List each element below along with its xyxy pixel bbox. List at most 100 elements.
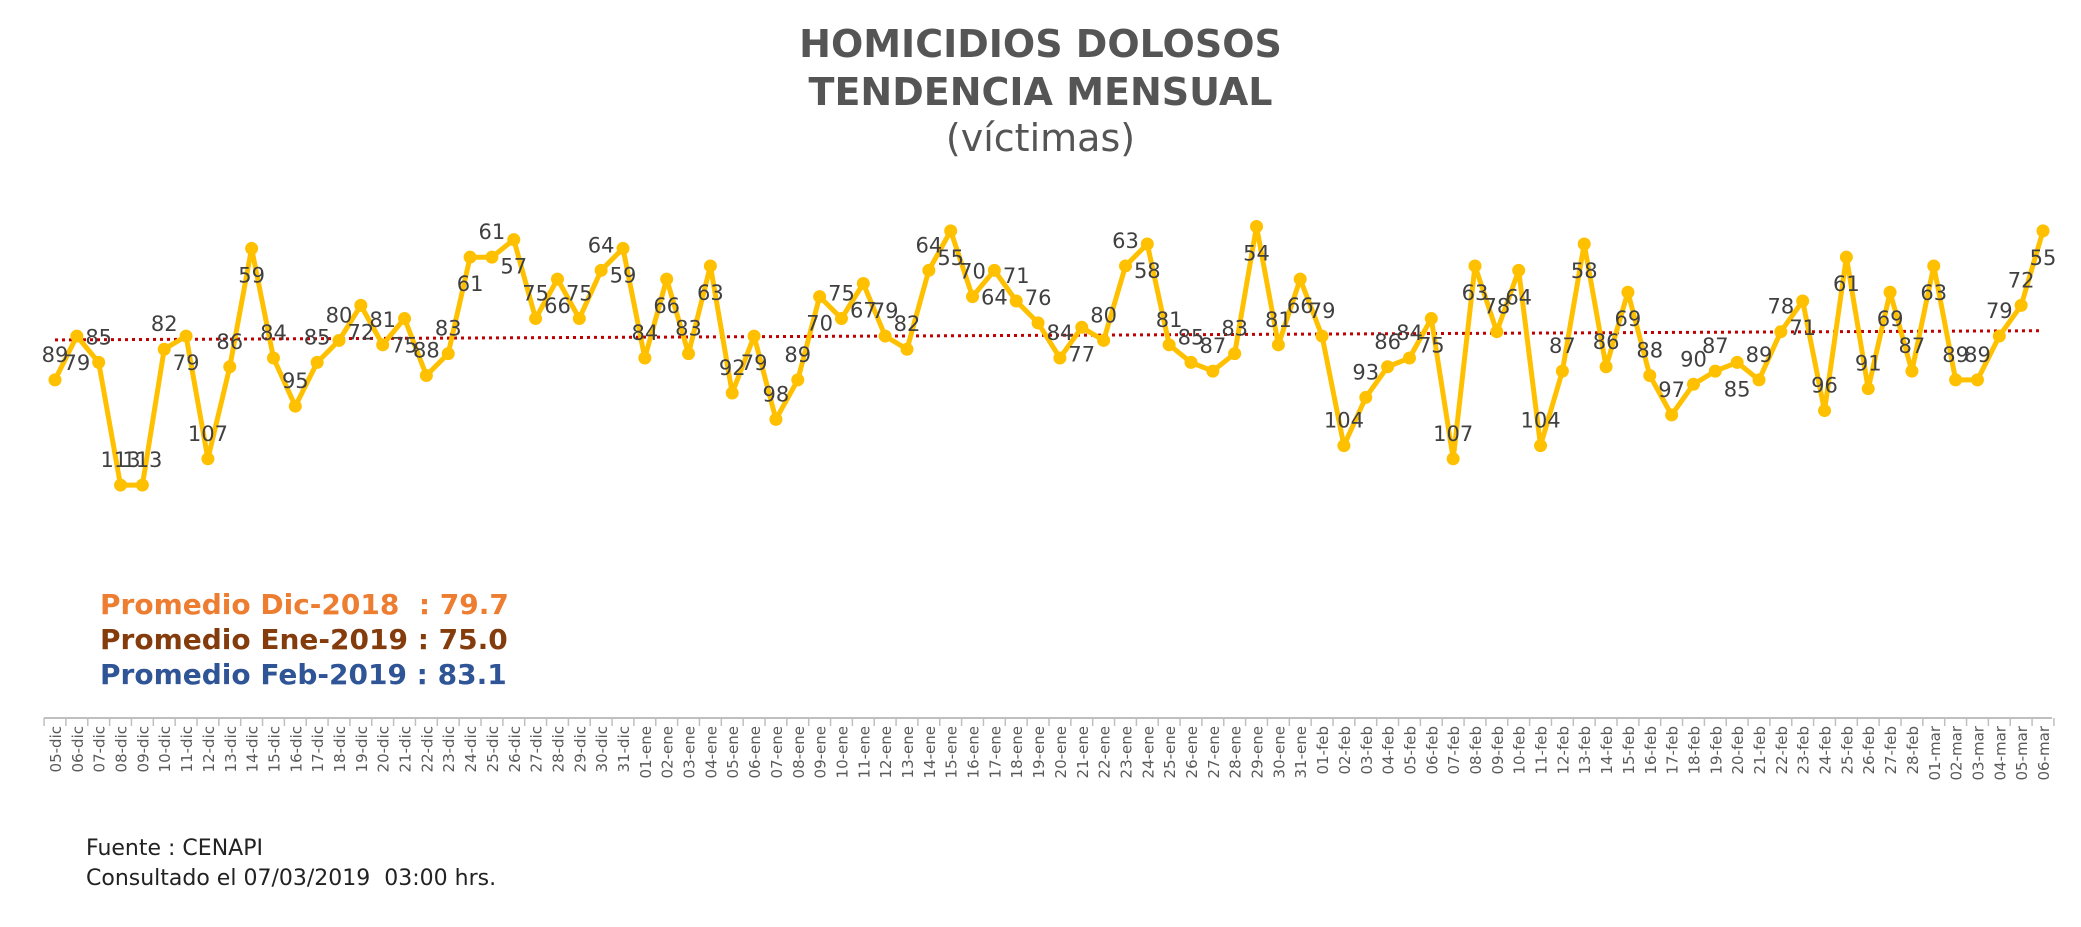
x-tick-label: 23-ene [1117, 726, 1135, 778]
data-label: 67 [850, 298, 877, 322]
data-point [179, 329, 193, 343]
data-point [485, 250, 499, 264]
x-tick-label: 02-feb [1336, 726, 1354, 775]
data-label: 87 [1899, 334, 1926, 358]
data-point [48, 373, 62, 387]
x-tick-label: 07-ene [768, 726, 786, 778]
data-point [1446, 452, 1460, 466]
x-tick-label: 26-dic [506, 726, 524, 772]
data-label: 77 [1068, 342, 1095, 366]
data-point [1293, 272, 1307, 286]
data-label: 89 [1942, 343, 1969, 367]
data-label: 86 [216, 330, 243, 354]
chart-subtitle: TENDENCIA MENSUAL [808, 70, 1273, 114]
data-point [135, 478, 149, 492]
data-label: 85 [304, 325, 331, 349]
x-tick-label: 26-feb [1860, 726, 1878, 775]
x-tick-label: 12-ene [877, 726, 895, 778]
data-point [2036, 224, 2050, 238]
x-tick-label: 30-ene [1270, 726, 1288, 778]
data-point [1424, 312, 1438, 326]
data-point [682, 347, 696, 361]
data-label: 71 [1789, 316, 1816, 340]
x-tick-label: 23-feb [1795, 726, 1813, 775]
data-label: 64 [981, 285, 1008, 309]
data-label: 87 [1549, 334, 1576, 358]
data-point [1118, 259, 1132, 273]
data-label: 69 [1615, 307, 1642, 331]
data-label: 83 [1221, 317, 1248, 341]
x-tick-label: 21-dic [397, 726, 415, 772]
data-label: 107 [188, 422, 228, 446]
data-label: 83 [675, 317, 702, 341]
data-label: 84 [631, 321, 658, 345]
x-tick-label: 16-feb [1642, 726, 1660, 775]
data-point [922, 263, 936, 277]
data-point [1468, 259, 1482, 273]
x-tick-label: 08-ene [790, 726, 808, 778]
data-point [1490, 325, 1504, 339]
data-point [2014, 298, 2028, 312]
data-label: 72 [2008, 268, 2035, 292]
data-point [1228, 347, 1242, 361]
x-tick-label: 18-dic [331, 726, 349, 772]
x-tick-label: 11-dic [178, 726, 196, 772]
data-point [1315, 329, 1329, 343]
x-tick-label: 06-mar [2035, 725, 2053, 780]
x-tick-label: 19-feb [1707, 726, 1725, 775]
x-tick-label: 27-ene [1205, 726, 1223, 778]
x-tick-label: 05-mar [2013, 725, 2031, 780]
data-label: 61 [479, 220, 506, 244]
data-label: 82 [151, 312, 178, 336]
x-tick-label: 29-dic [571, 726, 589, 772]
x-tick-label: 10-ene [833, 726, 851, 778]
consulted-note: Consultado el 07/03/2019 03:00 hrs. [86, 866, 497, 891]
data-point [1097, 333, 1111, 347]
data-point [507, 233, 521, 247]
data-point [1381, 360, 1395, 374]
data-point [1861, 382, 1875, 396]
x-tick-label: 04-feb [1380, 726, 1398, 775]
data-point [878, 329, 892, 343]
x-tick-label: 21-feb [1751, 726, 1769, 775]
x-tick-label: 22-ene [1096, 726, 1114, 778]
data-point [1774, 325, 1788, 339]
x-tick-label: 05-feb [1401, 726, 1419, 775]
data-label: 66 [544, 294, 571, 318]
data-label: 84 [1047, 321, 1074, 345]
data-label: 78 [1767, 295, 1794, 319]
x-tick-label: 03-mar [1969, 725, 1987, 780]
x-tick-label: 24-dic [462, 726, 480, 772]
x-tick-label: 21-ene [1074, 726, 1092, 778]
data-label: 63 [1920, 281, 1947, 305]
data-label: 89 [1964, 343, 1991, 367]
data-label: 80 [326, 303, 353, 327]
data-label: 63 [697, 281, 724, 305]
data-label: 87 [1199, 334, 1226, 358]
data-point [1839, 250, 1853, 264]
data-point [1752, 373, 1766, 387]
data-label: 93 [1352, 360, 1379, 384]
data-point [157, 342, 171, 356]
x-tick-label: 14-feb [1598, 726, 1616, 775]
data-label: 81 [1156, 308, 1183, 332]
data-point [791, 373, 805, 387]
data-point [1686, 377, 1700, 391]
data-label: 75 [828, 282, 855, 306]
data-label: 61 [1833, 272, 1860, 296]
data-point [703, 259, 717, 273]
data-point [223, 360, 237, 374]
data-point [1708, 364, 1722, 378]
data-label: 55 [937, 246, 964, 270]
x-tick-label: 13-ene [899, 726, 917, 778]
x-tick-label: 16-dic [287, 726, 305, 772]
data-point [1665, 408, 1679, 422]
data-label: 87 [1702, 334, 1729, 358]
data-label: 75 [1418, 334, 1445, 358]
x-tick-label: 17-ene [986, 726, 1004, 778]
data-label: 83 [435, 317, 462, 341]
data-point [834, 312, 848, 326]
data-label: 89 [1746, 343, 1773, 367]
data-point [114, 478, 128, 492]
data-label: 88 [1636, 339, 1663, 363]
